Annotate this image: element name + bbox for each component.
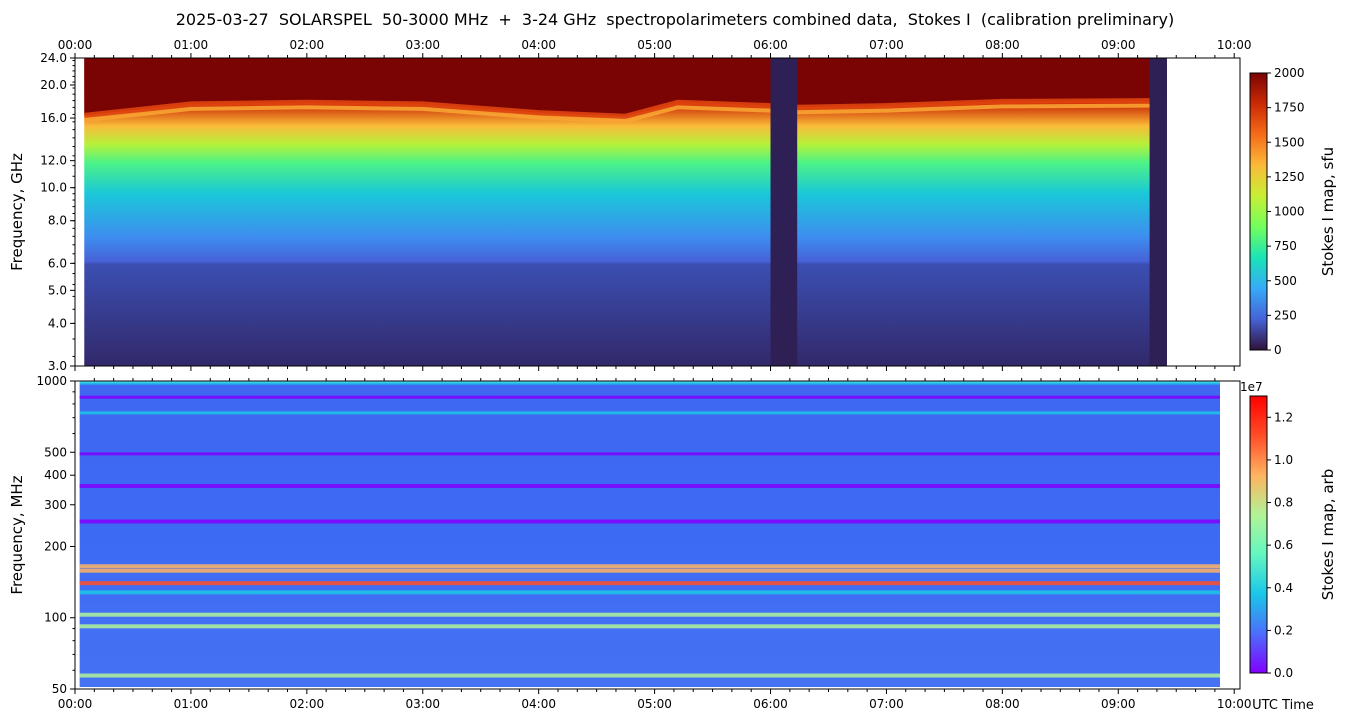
upper-y-tick-label: 3.0 [48,359,67,373]
upper-colorbar-tick-label: 1250 [1274,170,1305,184]
lower-y-tick-label: 1000 [36,374,67,388]
top-time-tick-label: 00:00 [58,38,93,52]
lower-colorbar-tick-label: 0.0 [1274,666,1293,680]
top-time-tick-label: 10:00 [1217,38,1252,52]
bottom-time-tick-label: 05:00 [637,697,672,711]
upper-y-axis-label: Frequency, GHz [8,153,26,271]
axes-labels: 00:00 00:00 01:00 01:00 02:00 02:00 03:00 03:00… [8,38,1314,713]
lower-y-tick-label: 100 [44,611,67,625]
upper-colorbar-tick-label: 750 [1274,239,1297,253]
lower-band-line [79,484,1220,489]
bottom-time-tick-label: 08:00 [985,697,1020,711]
upper-data-gap [1149,58,1167,366]
lower-band-line [79,673,1220,678]
lower-y-tick-label: 50 [52,682,67,696]
upper-edge-band-2 [84,103,1167,124]
lower-spectrum-field [79,383,1220,687]
lower-y-tick-label: 500 [44,445,67,459]
upper-colorbar-label: Stokes I map, sfu [1319,147,1337,276]
lower-colorbar-tick-label: 0.4 [1274,581,1293,595]
lower-colorbar-tick-label: 1.0 [1274,453,1293,467]
lower-y-axis-label: Frequency, MHz [8,475,26,594]
upper-colorbar-tick-label: 0 [1274,343,1282,357]
upper-y-tick-label: 16.0 [40,111,67,125]
upper-colorbar-tick-label: 1000 [1274,205,1305,219]
upper-y-tick-label: 12.0 [40,154,67,168]
top-time-tick-label: 03:00 [405,38,440,52]
lower-band-line [79,519,1220,524]
upper-y-tick-label: 6.0 [48,256,67,270]
bottom-time-tick-label: 06:00 [753,697,788,711]
lower-band-line [79,564,1220,569]
upper-colorbar: 0 250 500 750 1000 1250 1500 1750 2000 Stokes I m… [1249,66,1337,357]
lower-colorbar: 0.0 0.2 0.4 0.6 0.8 1.0 1.2 Stokes I map, arb 1e… [1240,380,1337,680]
upper-y-tick-label: 4.0 [48,316,67,330]
lower-colorbar-bar [1249,395,1268,674]
lower-band-line [79,624,1220,629]
upper-y-tick-label: 24.0 [40,51,67,65]
time-axis-label: UTC Time [1252,698,1314,713]
upper-colorbar-tick-label: 1500 [1274,135,1305,149]
bottom-time-tick-label: 00:00 [58,697,93,711]
lower-colorbar-tick-label: 0.2 [1274,623,1293,637]
upper-colorbar-tick-label: 500 [1274,274,1297,288]
top-time-tick-label: 04:00 [521,38,556,52]
upper-y-tick-label: 20.0 [40,78,67,92]
upper-colorbar-bar [1249,72,1268,351]
lower-y-tick-label: 400 [44,468,67,482]
lower-band-line [79,612,1220,617]
lower-band-line [79,381,1220,385]
top-time-tick-label: 08:00 [985,38,1020,52]
top-time-tick-label: 05:00 [637,38,672,52]
lower-colorbar-exponent: 1e7 [1240,380,1263,394]
upper-colorbar-tick-label: 250 [1274,308,1297,322]
lower-band-line [79,581,1220,586]
upper-spectrogram-panel [74,57,1241,367]
lower-colorbar-tick-label: 0.8 [1274,496,1293,510]
lower-y-tick-label: 300 [44,498,67,512]
bottom-time-tick-label: 04:00 [521,697,556,711]
upper-y-tick-label: 10.0 [40,181,67,195]
lower-band-line [79,568,1220,573]
lower-colorbar-tick-label: 1.2 [1274,410,1293,424]
bottom-time-tick-label: 09:00 [1101,697,1136,711]
bottom-time-tick-label: 10:00 [1217,697,1252,711]
bottom-time-tick-label: 01:00 [174,697,209,711]
lower-axes-frame [74,380,1241,690]
upper-y-tick-label: 5.0 [48,283,67,297]
bottom-time-tick-label: 02:00 [290,697,325,711]
lower-band-line [79,590,1220,595]
top-time-tick-label: 01:00 [174,38,209,52]
top-time-tick-label: 09:00 [1101,38,1136,52]
upper-data-gap [770,58,798,366]
top-time-tick-label: 07:00 [869,38,904,52]
lower-band-line [79,411,1220,415]
lower-spectrogram-panel [74,380,1241,690]
bottom-time-tick-label: 03:00 [405,697,440,711]
top-time-tick-label: 06:00 [753,38,788,52]
upper-colorbar-tick-label: 2000 [1274,66,1305,80]
lower-y-tick-label: 200 [44,539,67,553]
upper-edge-band [84,98,1167,119]
lower-band-line [79,452,1220,456]
lower-colorbar-tick-label: 0.6 [1274,538,1293,552]
bottom-time-tick-label: 07:00 [869,697,904,711]
lower-band-line [79,395,1220,399]
upper-axes-frame [74,57,1241,367]
upper-colorbar-tick-label: 1750 [1274,101,1305,115]
top-time-tick-label: 02:00 [290,38,325,52]
lower-colorbar-label: Stokes I map, arb [1319,469,1337,600]
upper-y-tick-label: 8.0 [48,214,67,228]
chart-title: 2025-03-27 SOLARSPEL 50-3000 MHz + 3-24 … [175,10,1175,29]
